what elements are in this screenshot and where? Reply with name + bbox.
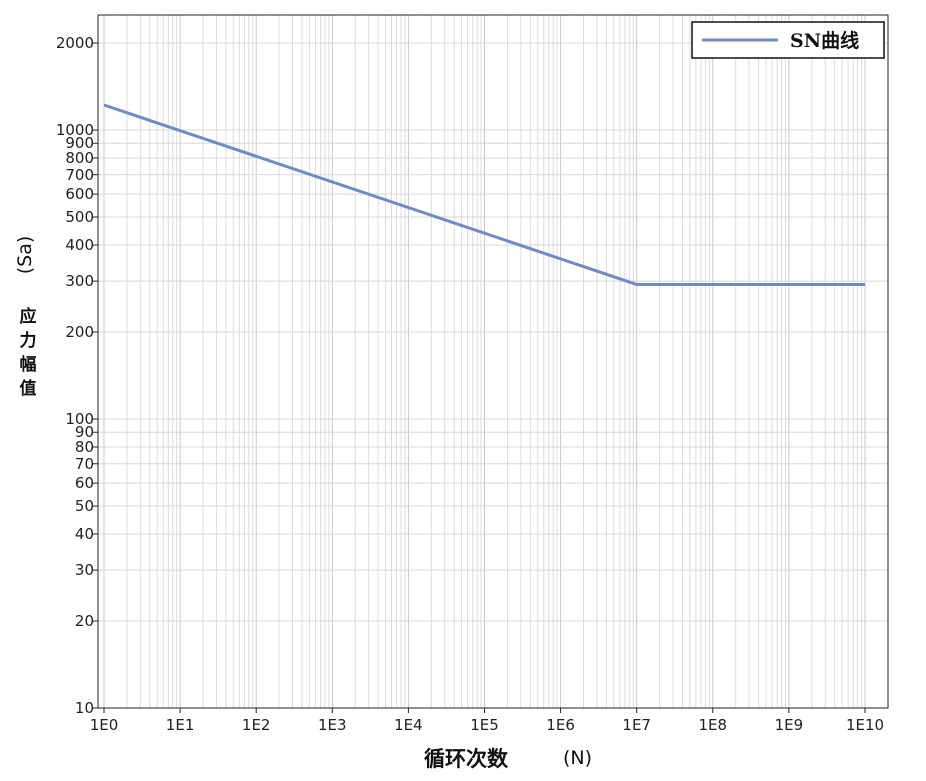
y-tick-label: 600 [65, 185, 94, 203]
legend-label: SN曲线 [790, 29, 859, 52]
y-tick-label: 80 [75, 438, 94, 456]
y-tick-label: 90 [75, 423, 94, 441]
axis-ticks: 1E0 1E1 1E2 1E3 1E4 1E5 1E6 1E7 1E8 1E9 1E10 10 20 30… [56, 34, 884, 734]
series-layer [103, 103, 865, 286]
y-tick-label: 50 [75, 497, 94, 515]
x-axis-unit: (N) [563, 747, 592, 769]
x-tick-label: 1E3 [318, 716, 347, 734]
y-tick-label: 40 [75, 525, 94, 543]
y-axis-unit: (Sa) [14, 236, 36, 275]
y-tick-label: 500 [65, 208, 94, 226]
x-tick-label: 1E1 [166, 716, 195, 734]
y-tick-label: 60 [75, 474, 94, 492]
y-tick-label: 20 [75, 612, 94, 630]
x-tick-label: 1E4 [394, 716, 423, 734]
x-tick-label: 1E8 [699, 716, 728, 734]
y-axis-label-char: 应 [20, 306, 37, 327]
x-tick-label: 1E7 [622, 716, 651, 734]
y-tick-label: 2000 [56, 34, 94, 52]
y-axis-label-char: 力 [20, 330, 37, 351]
x-tick-label: 1E10 [846, 716, 884, 734]
x-tick-label: 1E5 [470, 716, 499, 734]
y-axis-label-char: 幅 [20, 354, 37, 375]
y-axis-label-char: 值 [20, 378, 37, 399]
x-tick-label: 1E9 [775, 716, 804, 734]
series-line [103, 103, 865, 286]
y-tick-label: 300 [65, 272, 94, 290]
y-tick-label: 1000 [56, 121, 94, 139]
y-tick-label: 200 [65, 323, 94, 341]
y-tick-label: 30 [75, 561, 94, 579]
y-tick-label: 400 [65, 236, 94, 254]
y-tick-label: 100 [65, 410, 94, 428]
x-axis-label: 循环次数 [424, 747, 509, 771]
legend: SN曲线 [691, 21, 885, 59]
y-tick-label: 10 [75, 699, 94, 717]
x-tick-label: 1E6 [546, 716, 575, 734]
x-tick-label: 1E0 [90, 716, 119, 734]
x-tick-label: 1E2 [242, 716, 271, 734]
y-tick-label: 900 [65, 134, 94, 152]
y-tick-label: 70 [75, 455, 94, 473]
y-tick-label: 800 [65, 149, 94, 167]
x-axis-title: 循环次数 (N) [424, 747, 592, 771]
plot-area [97, 14, 889, 709]
y-tick-label: 700 [65, 166, 94, 184]
grid-lines [98, 15, 888, 709]
